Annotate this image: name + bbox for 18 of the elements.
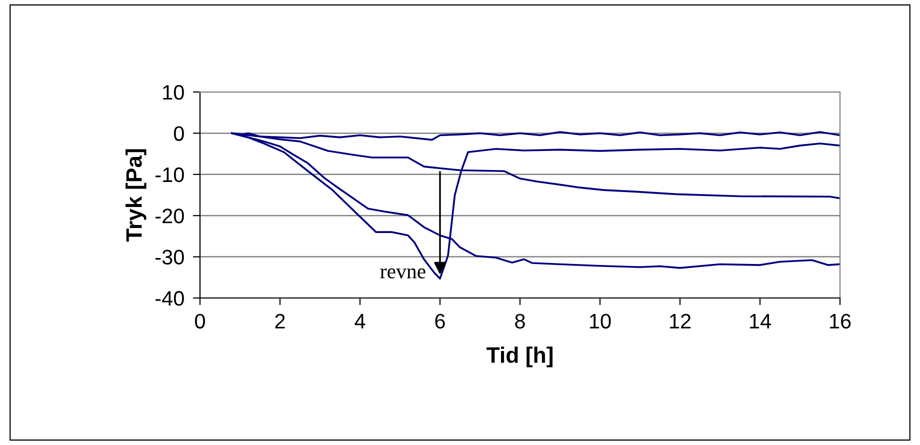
- annotation: revne: [380, 268, 426, 278]
- y-tick-label: 10: [163, 85, 184, 100]
- x-axis-title: Tid [h]: [486, 346, 552, 368]
- x-tick-label: 14: [750, 314, 771, 328]
- x-tick-label: 4: [354, 314, 366, 328]
- x-tick-label: 16: [830, 314, 851, 329]
- y-tick-label: -30: [156, 250, 184, 265]
- x-tick-label: 6: [435, 314, 445, 329]
- y-tick-label: -40: [156, 291, 184, 306]
- x-tick-label: 8: [515, 314, 525, 329]
- x-tick-label: 12: [670, 314, 691, 328]
- x-tick-label: 0: [195, 314, 205, 329]
- x-tick-label: 10: [590, 314, 611, 329]
- y-axis-title: Tryk [Pa]: [126, 149, 146, 242]
- y-tick-label: 0: [174, 126, 184, 141]
- y-tick-label: -10: [156, 167, 184, 182]
- y-tick-label: -20: [156, 208, 184, 224]
- x-tick-label: 2: [275, 314, 285, 328]
